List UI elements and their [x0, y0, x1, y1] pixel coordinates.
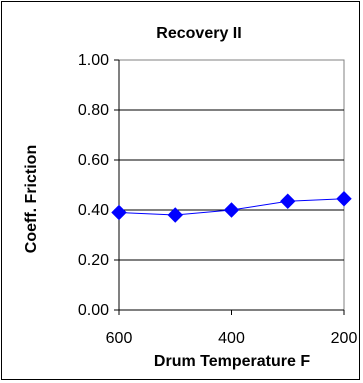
y-tick-label: 0.40 [78, 202, 109, 219]
x-tick-label: 200 [331, 330, 358, 347]
data-point-marker [280, 193, 296, 209]
y-ticks: 0.00 0.20 0.40 0.60 0.80 1.00 [78, 52, 120, 319]
series-group [111, 191, 352, 223]
x-axis-label: Drum Temperature F [154, 353, 310, 370]
y-tick-label: 0.80 [78, 102, 109, 119]
plot-area [118, 59, 345, 311]
data-point-marker [336, 191, 352, 207]
y-tick-label: 0.00 [78, 302, 109, 319]
x-tick-label: 600 [106, 330, 133, 347]
y-tick-label: 0.20 [78, 252, 109, 269]
data-point-marker [167, 207, 183, 223]
x-tick-label: 400 [218, 330, 245, 347]
data-point-marker [223, 202, 240, 218]
y-axis-label: Coeff. Friction [23, 145, 40, 253]
data-point-marker [111, 204, 127, 221]
chart-title: Recovery II [156, 25, 241, 42]
y-tick-label: 0.60 [78, 152, 109, 169]
y-tick-label: 1.00 [78, 52, 109, 69]
x-ticks: 600 400 200 [106, 309, 358, 347]
